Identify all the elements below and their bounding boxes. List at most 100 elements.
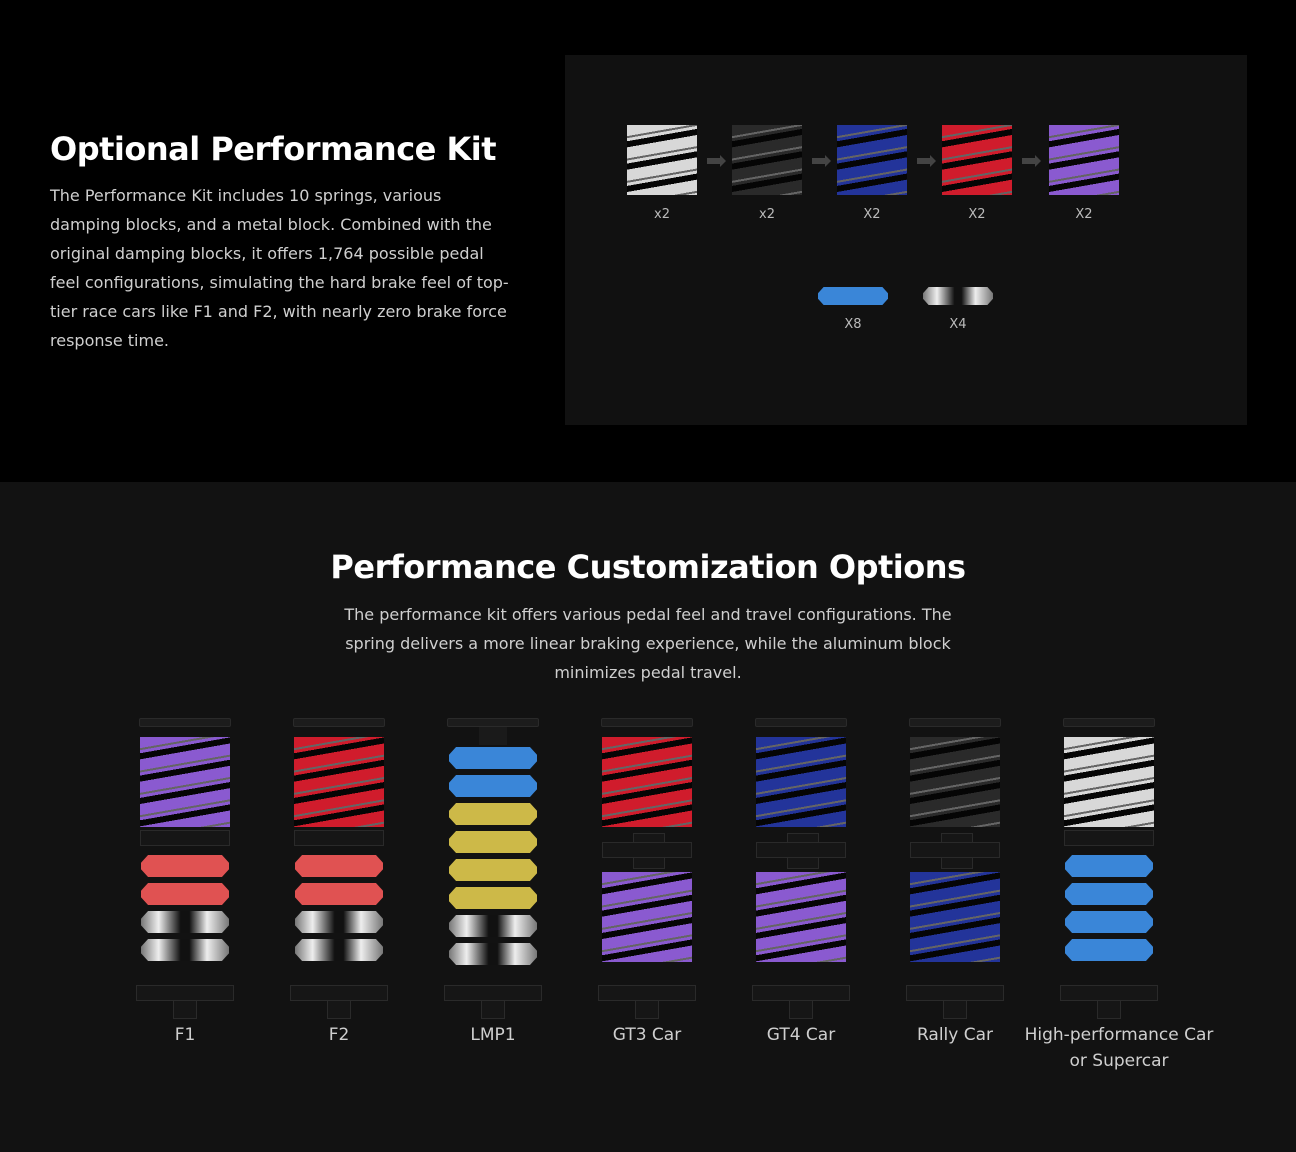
spring-icon xyxy=(756,872,846,962)
damping-block-icon xyxy=(1065,855,1153,877)
damping-block-icon xyxy=(141,855,229,877)
top-plate xyxy=(909,718,1001,727)
base-stem xyxy=(327,1001,351,1019)
config-stack-gt4-car xyxy=(751,718,851,1019)
top-plate xyxy=(755,718,847,727)
base-stem xyxy=(173,1001,197,1019)
base-plate xyxy=(906,985,1004,1001)
arrow-icon xyxy=(917,155,936,167)
stack-parts xyxy=(602,737,692,985)
kit-spring-item: x2 xyxy=(622,125,702,222)
quantity-label: X8 xyxy=(844,317,862,332)
config-stack-f1 xyxy=(135,718,235,1019)
kit-spring-item: X2 xyxy=(1044,125,1124,222)
kit-description: The Performance Kit includes 10 springs,… xyxy=(50,186,509,350)
damping-block-icon xyxy=(295,855,383,877)
rod xyxy=(479,727,507,745)
arrow-icon xyxy=(812,155,831,167)
kit-section: Optional Performance Kit The Performance… xyxy=(0,0,1296,482)
config-label: GT4 Car xyxy=(766,1025,836,1045)
config-label: High-performance Car or Supercar xyxy=(1024,1025,1214,1071)
config-label: LMP1 xyxy=(470,1025,516,1045)
spring-icon xyxy=(756,737,846,827)
customization-title: Performance Customization Options xyxy=(330,548,966,586)
stack-parts xyxy=(910,737,1000,985)
metal-block-icon xyxy=(141,911,229,933)
kit-spring-item: X2 xyxy=(937,125,1017,222)
damping-block-icon xyxy=(449,747,537,769)
top-plate xyxy=(601,718,693,727)
damping-block-icon xyxy=(141,883,229,905)
top-plate xyxy=(447,718,539,727)
stack-parts xyxy=(140,737,230,985)
kit-block-item: X8 xyxy=(813,287,893,332)
config-stack-lmp1 xyxy=(443,718,543,1019)
base-plate xyxy=(444,985,542,1001)
spring-icon xyxy=(942,125,1012,195)
spacer-plate xyxy=(756,833,846,869)
stack-parts xyxy=(1064,737,1154,985)
quantity-label: X2 xyxy=(863,207,881,222)
damping-block-icon xyxy=(1065,883,1153,905)
quantity-label: X4 xyxy=(949,317,967,332)
spring-icon xyxy=(140,737,230,827)
spacer-plate xyxy=(910,833,1000,869)
stack-parts xyxy=(449,727,537,985)
config-label: GT3 Car xyxy=(612,1025,682,1045)
damping-block-icon xyxy=(449,859,537,881)
spring-icon xyxy=(837,125,907,195)
customization-description: The performance kit offers various pedal… xyxy=(344,605,952,682)
kit-title: Optional Performance Kit xyxy=(50,130,497,168)
arrow-icon xyxy=(1022,155,1041,167)
metal-block-icon xyxy=(449,915,537,937)
config-stack-high-performance-car-or-supercar xyxy=(1059,718,1159,1019)
kit-spring-item: x2 xyxy=(727,125,807,222)
arrow-icon xyxy=(707,155,726,167)
spring-icon xyxy=(732,125,802,195)
config-stack-gt3-car xyxy=(597,718,697,1019)
spacer-plate xyxy=(294,830,384,846)
config-label: F2 xyxy=(328,1025,350,1045)
damping-block-icon xyxy=(295,883,383,905)
base-stem xyxy=(943,1001,967,1019)
spring-icon xyxy=(602,737,692,827)
base-stem xyxy=(635,1001,659,1019)
base-stem xyxy=(789,1001,813,1019)
damping-block-icon xyxy=(449,775,537,797)
kit-contents-panel: x2 x2 X2 X2 X2 X8 X4 xyxy=(565,55,1247,425)
metal-block-icon xyxy=(449,943,537,965)
base-plate xyxy=(1060,985,1158,1001)
config-label: F1 xyxy=(174,1025,196,1045)
damping-block-icon xyxy=(818,287,888,305)
damping-block-icon xyxy=(923,287,993,305)
config-stack-f2 xyxy=(289,718,389,1019)
base-plate xyxy=(598,985,696,1001)
top-plate xyxy=(1063,718,1155,727)
base-plate xyxy=(752,985,850,1001)
spring-icon xyxy=(1049,125,1119,195)
damping-block-icon xyxy=(449,887,537,909)
metal-block-icon xyxy=(141,939,229,961)
damping-block-icon xyxy=(1065,939,1153,961)
quantity-label: X2 xyxy=(968,207,986,222)
quantity-label: X2 xyxy=(1075,207,1093,222)
spring-icon xyxy=(627,125,697,195)
spacer-plate xyxy=(602,833,692,869)
stack-parts xyxy=(756,737,846,985)
base-plate xyxy=(136,985,234,1001)
quantity-label: x2 xyxy=(654,207,670,222)
metal-block-icon xyxy=(295,939,383,961)
kit-block-item: X4 xyxy=(918,287,998,332)
spring-icon xyxy=(1064,737,1154,827)
spring-icon xyxy=(910,872,1000,962)
config-label: Rally Car xyxy=(916,1025,994,1045)
metal-block-icon xyxy=(295,911,383,933)
quantity-label: x2 xyxy=(759,207,775,222)
stack-parts xyxy=(294,737,384,985)
kit-spring-item: X2 xyxy=(832,125,912,222)
spacer-plate xyxy=(140,830,230,846)
spacer-plate xyxy=(1064,830,1154,846)
damping-block-icon xyxy=(449,831,537,853)
base-plate xyxy=(290,985,388,1001)
top-plate xyxy=(139,718,231,727)
